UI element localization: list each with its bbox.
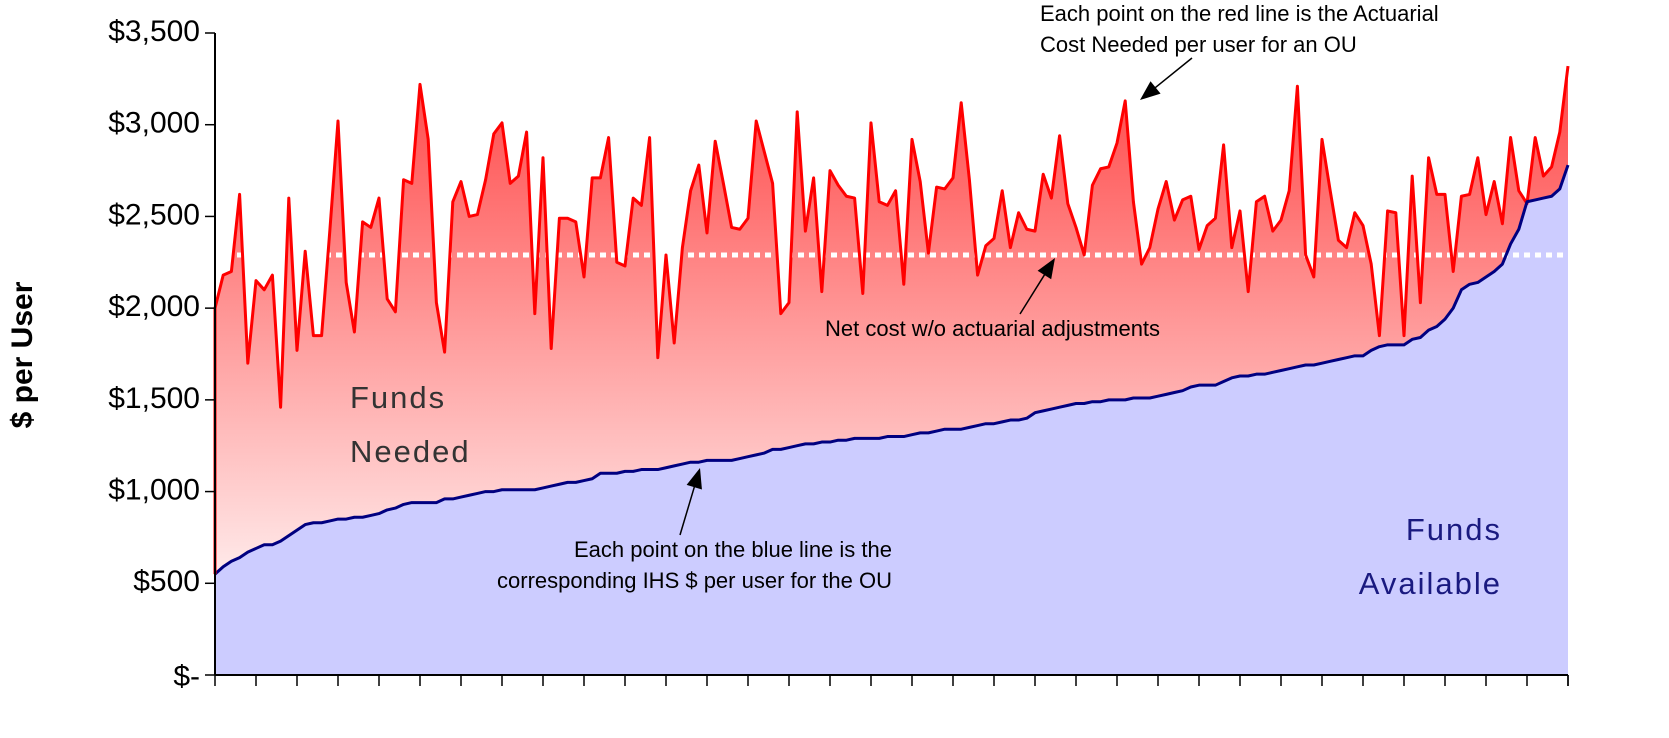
- arrow-head: [1037, 258, 1055, 280]
- annotation: Each point on the red line is the Actuar…: [1040, 1, 1439, 26]
- y-tick-label: $2,000: [108, 290, 200, 323]
- y-tick-label: $500: [133, 565, 200, 598]
- y-tick-label: $3,000: [108, 107, 200, 140]
- funds-needed-area: [215, 66, 1568, 575]
- y-tick-label: $1,000: [108, 473, 200, 506]
- area-label: Funds: [1406, 512, 1502, 547]
- arrow-head: [1140, 81, 1161, 100]
- arrow-head: [686, 468, 702, 490]
- annotation: corresponding IHS $ per user for the OU: [497, 568, 892, 593]
- y-axis-label: $ per User: [6, 281, 39, 428]
- annotation-arrow: [679, 483, 697, 536]
- area-label: Needed: [350, 434, 471, 469]
- y-tick-label: $3,500: [108, 15, 200, 48]
- area-label: Funds: [350, 380, 446, 415]
- annotation: Each point on the blue line is the: [574, 537, 892, 562]
- annotation: Net cost w/o actuarial adjustments: [825, 316, 1160, 341]
- y-tick-label: $1,500: [108, 382, 200, 415]
- funds-available-area: [215, 165, 1568, 675]
- y-tick-label: $-: [173, 660, 200, 693]
- annotation-arrow: [1151, 57, 1193, 91]
- y-tick-label: $2,500: [108, 198, 200, 231]
- annotation-arrow: [1019, 271, 1048, 315]
- red-line: [213, 65, 1570, 409]
- annotation: Cost Needed per user for an OU: [1040, 32, 1357, 57]
- area-label: Available: [1359, 566, 1502, 601]
- blue-line: [213, 164, 1570, 576]
